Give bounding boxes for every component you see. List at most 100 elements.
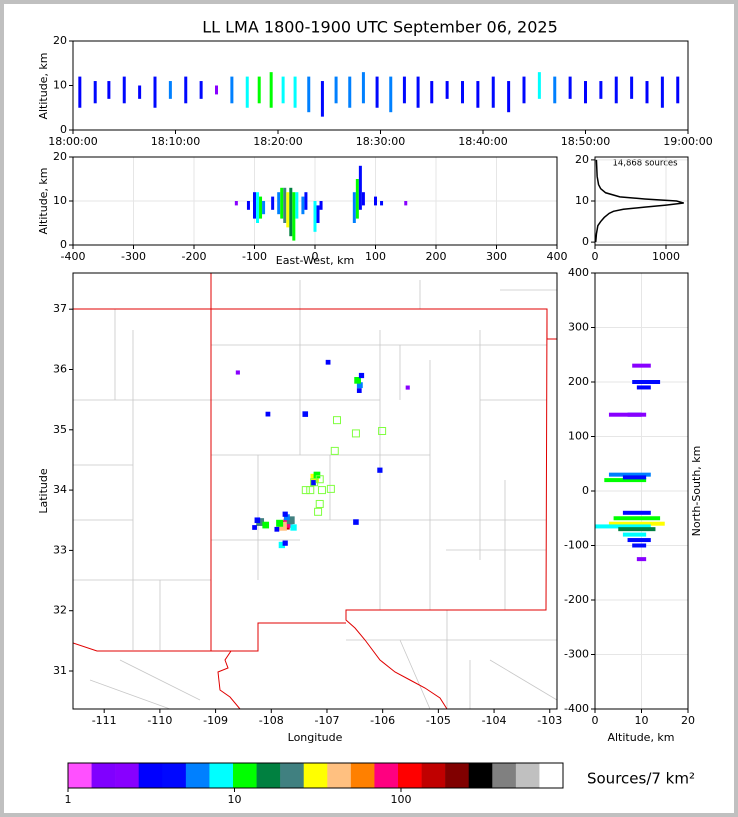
source-column xyxy=(281,76,285,104)
x-tick-label: 18:10:00 xyxy=(151,135,200,148)
y-tick-label: -300 xyxy=(564,648,589,661)
source-column xyxy=(402,76,406,104)
x-tick-label: -300 xyxy=(121,250,146,263)
source-column xyxy=(389,76,393,113)
x-tick-label: 300 xyxy=(486,250,507,263)
altitude-histogram xyxy=(594,159,684,243)
y-tick-label: 0 xyxy=(60,123,67,136)
colorbar-segment xyxy=(539,763,564,788)
station xyxy=(315,499,324,508)
axes-frame xyxy=(72,272,558,710)
state-lines xyxy=(73,273,557,709)
annotation: 14,868 sources xyxy=(612,159,678,169)
source-band xyxy=(632,363,651,368)
source-column xyxy=(253,192,256,219)
station xyxy=(306,486,315,495)
y-tick-label: 0 xyxy=(582,484,589,497)
source-column xyxy=(491,76,495,108)
x-tick-label: 20 xyxy=(681,714,695,727)
colorbar-segment xyxy=(280,763,305,788)
colorbar-segment xyxy=(421,763,446,788)
x-tick-label: -200 xyxy=(182,250,207,263)
y-tick-label: 10 xyxy=(575,194,589,207)
source-band xyxy=(595,524,651,529)
x-tick-label: 1 xyxy=(65,793,72,806)
x-tick-label: 100 xyxy=(390,793,411,806)
source-cell xyxy=(265,411,271,417)
source-column xyxy=(553,76,557,104)
y-axis-label: Latitude xyxy=(37,468,50,514)
source-column xyxy=(630,76,634,99)
y-tick-label: -400 xyxy=(564,702,589,715)
source-column xyxy=(262,201,266,215)
y-tick-label: -200 xyxy=(564,593,589,606)
x-tick-label: -108 xyxy=(259,714,284,727)
source-cell xyxy=(353,519,359,525)
source-column xyxy=(476,81,480,108)
x-tick-label: -107 xyxy=(314,714,339,727)
colorbar-segment xyxy=(233,763,257,788)
colorbar-segment xyxy=(115,763,140,788)
x-tick-label: 0 xyxy=(592,714,599,727)
source-cell xyxy=(377,467,383,473)
source-column xyxy=(293,76,297,108)
source-column xyxy=(445,81,449,99)
source-column xyxy=(78,76,82,108)
colorbar-segment xyxy=(303,763,328,788)
y-tick-label: 300 xyxy=(568,321,589,334)
colorbar-segment xyxy=(374,763,399,788)
source-column xyxy=(355,179,359,219)
source-band xyxy=(608,412,647,417)
source-cell xyxy=(262,521,270,529)
colorbar-label: Sources/7 km² xyxy=(587,770,695,788)
source-column xyxy=(271,196,275,210)
source-column xyxy=(269,72,273,108)
source-column xyxy=(280,187,284,219)
source-cell xyxy=(325,359,331,365)
source-cell xyxy=(254,517,261,524)
x-tick-label: 18:30:00 xyxy=(356,135,405,148)
colorbar-segment xyxy=(445,763,470,788)
source-cell xyxy=(356,382,363,389)
x-tick-label: -111 xyxy=(92,714,117,727)
x-tick-label: 10 xyxy=(635,714,649,727)
colorbar-segment xyxy=(138,763,163,788)
source-cell xyxy=(310,480,316,486)
source-cell xyxy=(282,540,288,546)
axes-frame xyxy=(594,156,689,246)
chart-title: LL LMA 1800-1900 UTC September 06, 2025 xyxy=(202,18,558,37)
x-tick-label: 0 xyxy=(312,250,319,263)
source-column xyxy=(245,76,249,108)
county-lines xyxy=(73,280,557,709)
x-tick-label: 100 xyxy=(365,250,386,263)
source-column xyxy=(334,76,338,104)
x-tick-label: 400 xyxy=(547,250,568,263)
source-cell xyxy=(290,524,297,531)
source-cell xyxy=(274,526,280,532)
y-tick-label: 36 xyxy=(53,362,67,375)
x-tick-label: 18:00:00 xyxy=(48,135,97,148)
source-band xyxy=(618,527,656,532)
source-cell xyxy=(405,385,410,390)
x-tick-label: 10 xyxy=(227,793,241,806)
source-column xyxy=(289,187,293,237)
source-column xyxy=(358,165,362,210)
y-tick-label: 35 xyxy=(53,423,67,436)
y-tick-label: 400 xyxy=(568,266,589,279)
x-tick-label: 18:50:00 xyxy=(561,135,610,148)
source-column xyxy=(93,81,97,104)
x-axis-label: Altitude, km xyxy=(607,731,674,744)
source-column xyxy=(295,192,299,219)
station xyxy=(351,429,360,438)
colorbar-segment xyxy=(327,763,352,788)
colorbar-segment xyxy=(68,763,92,788)
y-axis-label: Altitude, km xyxy=(37,52,50,119)
source-column xyxy=(522,76,526,104)
source-cell xyxy=(282,511,288,517)
colorbar-segment xyxy=(256,763,281,788)
x-tick-label: 200 xyxy=(426,250,447,263)
x-tick-label: 18:40:00 xyxy=(458,135,507,148)
y-tick-label: 10 xyxy=(53,79,67,92)
source-column xyxy=(286,192,290,228)
